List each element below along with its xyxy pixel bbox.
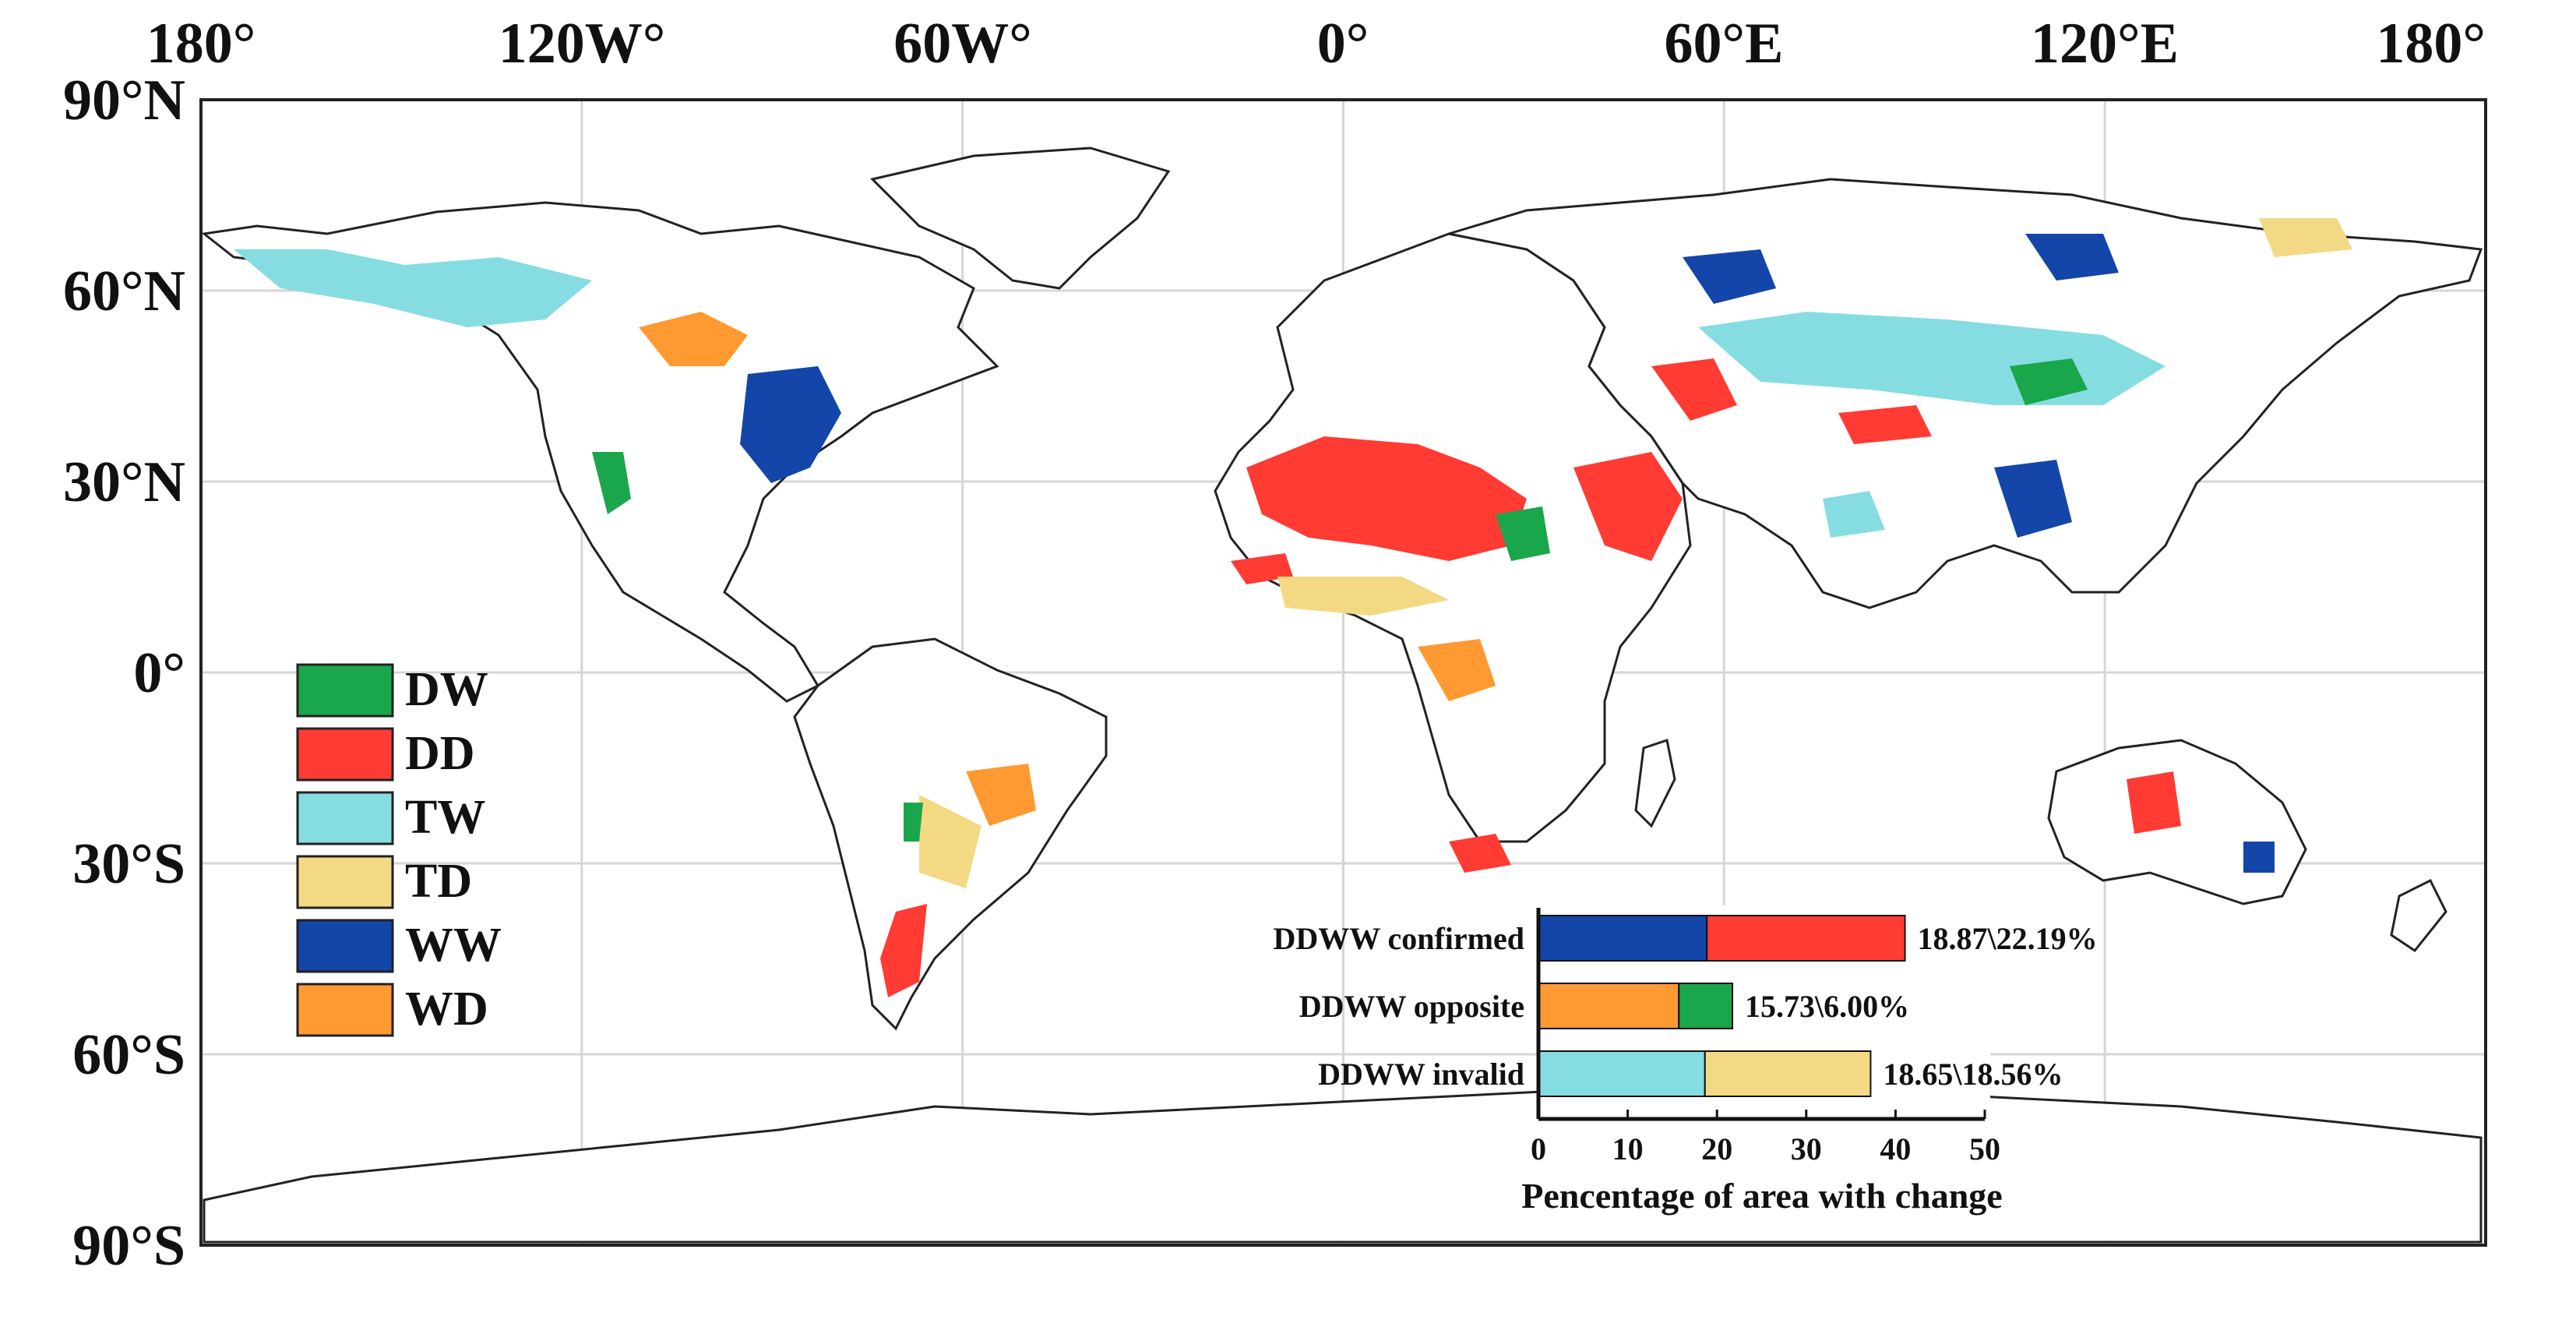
x-tick-label: 30: [1791, 1131, 1822, 1166]
region-dd-tibet: [1838, 405, 1932, 444]
region-ww-australia-east: [2243, 842, 2275, 873]
legend-item-td: TD: [296, 855, 472, 909]
bar-segment-dd: [1706, 915, 1906, 962]
region-wd-brazil: [966, 764, 1036, 826]
latitude-labels: 90°N 60°N 30°N 0° 30°S 60°S 90°S: [63, 69, 185, 1278]
legend-item-dw: DW: [296, 663, 488, 718]
legend-swatch-td: [296, 855, 394, 909]
legend-swatch-wd: [296, 983, 394, 1037]
lat-label: 90°S: [72, 1214, 185, 1278]
region-td-brazil: [919, 795, 981, 888]
legend-swatch-dw: [296, 663, 394, 718]
world-map: [199, 98, 2487, 1247]
region-td-ne-asia: [2259, 218, 2352, 257]
legend-label-td: TD: [405, 855, 472, 908]
legend-label-dd: DD: [405, 727, 475, 780]
lat-label: 0°: [133, 641, 185, 705]
lat-label: 60°N: [63, 259, 185, 323]
region-dd-sahara: [1246, 436, 1527, 561]
inset-x-axis-label: Pencentage of area with change: [1521, 1176, 2002, 1216]
bar-segment-dw: [1678, 983, 1734, 1029]
lat-label: 90°N: [63, 69, 185, 132]
longitude-labels: 180° 120W° 60W° 0° 60°E 120°E 180°: [146, 12, 2486, 76]
legend-label-dw: DW: [405, 663, 488, 716]
bar-segment-tw: [1538, 1050, 1706, 1097]
legend-swatch-dd: [296, 727, 394, 782]
region-ww-china: [1994, 460, 2072, 538]
legend-item-dd: DD: [296, 727, 475, 782]
region-tw-india: [1823, 491, 1885, 538]
trend-regions: [234, 218, 2352, 997]
lat-label: 30°S: [72, 832, 185, 896]
x-tick-label: 0: [1531, 1131, 1546, 1166]
region-tw-canada: [234, 249, 592, 327]
region-wd-central-africa: [1418, 639, 1496, 701]
region-dw-egypt: [1496, 506, 1550, 561]
x-tick-label: 10: [1612, 1131, 1644, 1166]
inset-value-labels: 18.87\22.19% 15.73\6.00% 18.65\18.56%: [1745, 921, 2098, 1092]
greenland-outline: [870, 146, 1171, 290]
region-dd-arabia: [1573, 452, 1683, 561]
region-ww-east-siberia: [2025, 234, 2119, 281]
region-ww-siberia: [1683, 249, 1776, 304]
inset-x-ticks: 0 10 20 30 40 50: [1531, 1110, 2000, 1166]
inset-category-labels: DDWW confirmed DDWW opposite DDWW invalid: [1273, 921, 1524, 1092]
region-dd-caspian: [1651, 358, 1737, 421]
bar-value-label: 18.87\22.19%: [1918, 921, 2098, 956]
legend-item-wd: WD: [296, 983, 488, 1037]
x-tick-label: 50: [1969, 1131, 2000, 1166]
x-tick-label: 20: [1701, 1131, 1732, 1166]
legend-label-wd: WD: [405, 983, 488, 1036]
category-label: DDWW invalid: [1318, 1057, 1524, 1092]
map-frame: [199, 98, 2487, 1247]
region-dw-mexico: [592, 452, 631, 514]
lon-label: 120W°: [499, 12, 666, 76]
bar-value-label: 15.73\6.00%: [1745, 989, 1909, 1024]
inset-bars: [1538, 915, 1906, 1097]
region-dw-chile: [904, 803, 923, 842]
bar-segment-wd: [1538, 983, 1680, 1029]
region-dd-australia: [2127, 771, 2181, 834]
region-dw-mongolia: [2010, 358, 2088, 405]
region-dd-south-africa: [1449, 834, 1511, 873]
region-wd-canada: [639, 312, 748, 366]
new-zealand-outline: [2390, 878, 2447, 953]
legend-swatch-tw: [296, 791, 394, 845]
region-ww-north-america: [740, 366, 841, 483]
bar-value-label: 18.65\18.56%: [1883, 1057, 2063, 1092]
legend-label-ww: WW: [405, 919, 502, 972]
region-dd-patagonia: [880, 904, 927, 997]
legend-item-ww: WW: [296, 919, 502, 973]
lat-label: 60°S: [72, 1023, 185, 1087]
lon-label: 0°: [1317, 12, 1369, 76]
lon-label: 60°E: [1665, 12, 1784, 76]
category-label: DDWW confirmed: [1273, 921, 1524, 956]
legend-label-tw: TW: [405, 791, 485, 844]
legend-item-tw: TW: [296, 791, 485, 845]
madagascar-outline: [1634, 739, 1676, 828]
region-td-sahel: [1277, 577, 1449, 616]
lon-label: 180°: [146, 12, 256, 76]
bar-segment-td: [1704, 1050, 1872, 1097]
legend-swatch-ww: [296, 919, 394, 973]
bar-segment-ww: [1538, 915, 1708, 962]
lon-label: 120°E: [2031, 12, 2179, 76]
lon-label: 180°: [2376, 12, 2486, 76]
lat-label: 30°N: [63, 450, 185, 514]
category-label: DDWW opposite: [1299, 989, 1524, 1024]
legend: DW DD TW TD WW WD: [296, 663, 502, 1037]
x-tick-label: 40: [1880, 1131, 1911, 1166]
lon-label: 60W°: [893, 12, 1032, 76]
